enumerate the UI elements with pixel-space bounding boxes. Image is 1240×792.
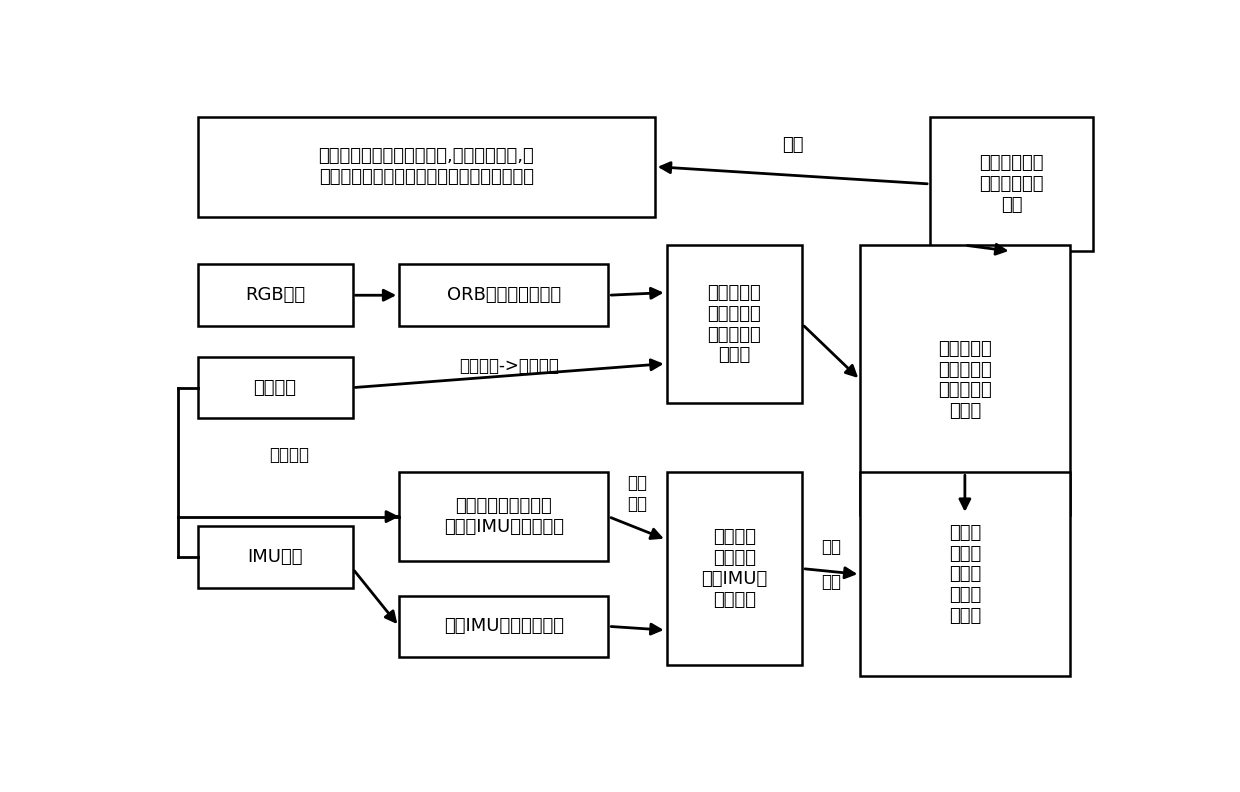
Text: 坐标: 坐标 bbox=[821, 538, 841, 556]
Bar bbox=[399, 472, 609, 561]
Text: 转换: 转换 bbox=[821, 573, 841, 592]
Text: 得到特征点
描述子，像
素坐标，相
机坐标: 得到特征点 描述子，像 素坐标，相 机坐标 bbox=[708, 284, 761, 364]
Text: 同步IMU数据与图像帧: 同步IMU数据与图像帧 bbox=[444, 617, 564, 635]
Bar bbox=[861, 246, 1069, 515]
Bar bbox=[930, 116, 1092, 251]
Text: 坐标变
换预测
当前相
机的世
界坐标: 坐标变 换预测 当前相 机的世 界坐标 bbox=[949, 524, 981, 625]
Text: 坐标变换为上一帧图
像时刻IMU的世界坐标: 坐标变换为上一帧图 像时刻IMU的世界坐标 bbox=[444, 497, 564, 536]
Text: 反向投影并
在投影点邻
域内进行特
征匹配: 反向投影并 在投影点邻 域内进行特 征匹配 bbox=[937, 340, 992, 420]
Text: 构造重投影误
差优化当前帧
位姿: 构造重投影误 差优化当前帧 位姿 bbox=[980, 154, 1044, 214]
Bar bbox=[861, 472, 1069, 676]
Bar bbox=[667, 472, 802, 664]
Text: 积分
运算: 积分 运算 bbox=[627, 474, 647, 513]
Bar bbox=[197, 265, 352, 326]
Text: 积分计算
得到当前
帧的IMU的
世界坐标: 积分计算 得到当前 帧的IMU的 世界坐标 bbox=[701, 528, 768, 609]
Bar bbox=[667, 246, 802, 403]
Bar bbox=[197, 357, 352, 418]
Text: 像素坐标->相机坐标: 像素坐标->相机坐标 bbox=[460, 357, 559, 375]
Text: 坐标转换: 坐标转换 bbox=[269, 447, 309, 464]
Text: 上一图像帧信息：世界坐标,特征点描述子,像
素坐标，图像坐标，以及特征点的世界坐标。: 上一图像帧信息：世界坐标,特征点描述子,像 素坐标，图像坐标，以及特征点的世界坐… bbox=[319, 147, 534, 186]
Text: 深度图像: 深度图像 bbox=[254, 379, 296, 397]
Bar bbox=[197, 116, 655, 217]
Text: IMU信息: IMU信息 bbox=[247, 548, 303, 566]
Text: RGB图像: RGB图像 bbox=[246, 286, 305, 304]
Text: 更新: 更新 bbox=[781, 136, 804, 154]
Text: ORB特征提取与计算: ORB特征提取与计算 bbox=[446, 286, 560, 304]
Bar bbox=[399, 596, 609, 657]
Bar bbox=[399, 265, 609, 326]
Bar bbox=[197, 526, 352, 588]
